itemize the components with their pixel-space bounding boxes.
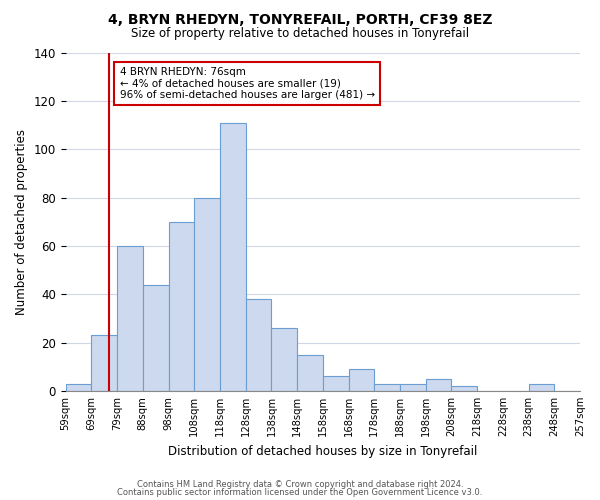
Bar (194, 198, 220, 391)
Bar (374, 384, 400, 391)
Bar (117, 246, 143, 391)
Bar (425, 379, 451, 391)
Bar (271, 328, 297, 391)
Bar (529, 384, 554, 391)
Bar (169, 222, 194, 391)
Text: Contains HM Land Registry data © Crown copyright and database right 2024.: Contains HM Land Registry data © Crown c… (137, 480, 463, 489)
Bar (297, 354, 323, 391)
Bar (323, 376, 349, 391)
Bar (451, 386, 477, 391)
Bar (400, 384, 425, 391)
Bar (349, 369, 374, 391)
Y-axis label: Number of detached properties: Number of detached properties (15, 128, 28, 314)
Text: Contains public sector information licensed under the Open Government Licence v3: Contains public sector information licen… (118, 488, 482, 497)
Bar (91, 336, 117, 391)
Bar (65, 384, 91, 391)
Bar (245, 299, 271, 391)
Bar (143, 284, 169, 391)
Text: Size of property relative to detached houses in Tonyrefail: Size of property relative to detached ho… (131, 28, 469, 40)
Text: 4, BRYN RHEDYN, TONYREFAIL, PORTH, CF39 8EZ: 4, BRYN RHEDYN, TONYREFAIL, PORTH, CF39 … (108, 12, 492, 26)
Text: 4 BRYN RHEDYN: 76sqm
← 4% of detached houses are smaller (19)
96% of semi-detach: 4 BRYN RHEDYN: 76sqm ← 4% of detached ho… (119, 67, 375, 100)
X-axis label: Distribution of detached houses by size in Tonyrefail: Distribution of detached houses by size … (168, 444, 478, 458)
Bar (220, 122, 245, 391)
